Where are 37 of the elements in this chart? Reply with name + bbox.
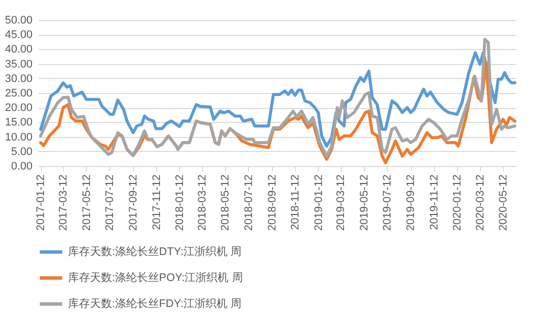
y-tick-label: 35.00 bbox=[4, 58, 32, 70]
x-tick-label: 2017-09-12 bbox=[128, 174, 140, 231]
y-tick-label: 10.00 bbox=[4, 131, 32, 144]
x-tick-label: 2019-09-12 bbox=[405, 174, 418, 231]
x-tick-label: 2019-11-12 bbox=[428, 174, 440, 230]
x-tick-label: 2018-07-12 bbox=[242, 174, 255, 231]
y-tick-label: 25.00 bbox=[4, 88, 32, 100]
y-tick-label: 15.00 bbox=[4, 116, 32, 129]
x-tick-label: 2017-05-12 bbox=[80, 174, 93, 231]
y-tick-label: 30.00 bbox=[4, 72, 32, 85]
x-tick-label: 2019-01-12 bbox=[312, 174, 325, 231]
line-series bbox=[39, 51, 516, 148]
x-tick-label: 2017-01-12 bbox=[35, 174, 48, 231]
y-tick-label: 45.00 bbox=[4, 29, 32, 42]
x-tick-label: 2018-01-12 bbox=[174, 174, 186, 231]
line-series bbox=[39, 38, 516, 158]
y-tick-label: 50.00 bbox=[4, 14, 32, 26]
y-tick-label: 5.00 bbox=[11, 146, 32, 158]
legend-label: 库存天数:涤纶长丝POY:江浙织机 周 bbox=[68, 271, 243, 284]
x-tick-label: 2019-03-12 bbox=[335, 174, 348, 231]
x-tick-label: 2020-05-12 bbox=[498, 174, 510, 231]
x-tick-label: 2017-07-12 bbox=[104, 174, 116, 231]
x-tick-label: 2018-05-12 bbox=[220, 174, 232, 231]
x-tick-label: 2017-03-12 bbox=[58, 174, 70, 231]
y-tick-label: 0.00 bbox=[11, 160, 32, 172]
x-tick-label: 2020-03-12 bbox=[474, 174, 486, 231]
legend-label: 库存天数:涤纶长丝FDY:江浙织机 周 bbox=[68, 297, 242, 310]
legend-label: 库存天数:涤纶长丝DTY:江浙织机 周 bbox=[68, 245, 242, 258]
x-tick-label: 2019-07-12 bbox=[382, 174, 394, 231]
x-tick-label: 2018-11-12 bbox=[290, 174, 302, 230]
y-tick-label: 20.00 bbox=[4, 102, 32, 114]
x-tick-label: 2018-03-12 bbox=[196, 174, 208, 231]
x-tick-label: 2017-11-12 bbox=[150, 174, 163, 230]
y-tick-label: 40.00 bbox=[4, 44, 32, 56]
x-tick-label: 2018-09-12 bbox=[266, 174, 278, 231]
x-tick-label: 2019-05-12 bbox=[358, 174, 370, 231]
x-tick-label: 2020-01-12 bbox=[452, 174, 464, 231]
